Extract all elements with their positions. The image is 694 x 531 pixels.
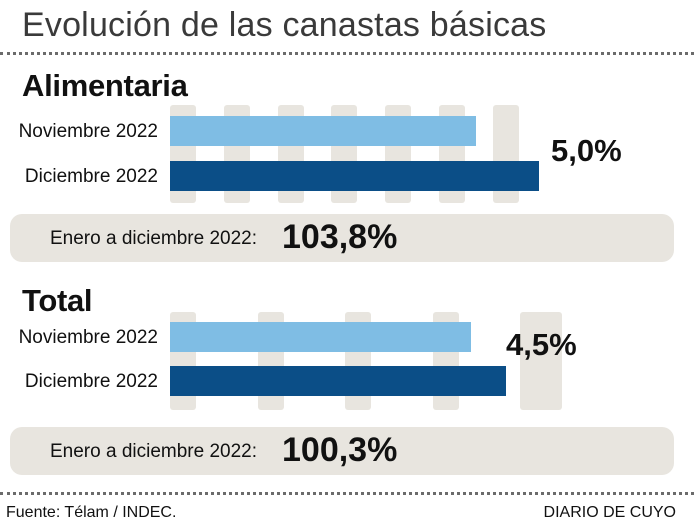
bar-alimentaria-diciembre [170,161,539,191]
bar-label-noviembre: Noviembre 2022 [18,121,158,142]
bar-label-diciembre: Diciembre 2022 [24,166,158,187]
chart-title: Evolución de las canastas básicas [22,6,547,44]
grid-column [520,312,562,410]
title-divider [0,52,694,55]
bar-alimentaria-noviembre [170,116,476,146]
summary-box-total: Enero a diciembre 2022: 100,3% [10,427,674,475]
footer-divider [0,492,694,495]
summary-box-alimentaria: Enero a diciembre 2022: 103,8% [10,214,674,262]
change-label-alimentaria: 5,0% [551,133,622,168]
section-title-total: Total [22,283,93,318]
change-label-total: 4,5% [506,327,577,362]
section-title-alimentaria: Alimentaria [22,68,188,103]
publisher-text: DIARIO DE CUYO [543,504,676,521]
summary-label-alimentaria: Enero a diciembre 2022: [50,228,258,249]
bar-total-diciembre [170,366,506,396]
summary-value-total: 100,3% [282,431,398,469]
bar-total-noviembre [170,322,471,352]
summary-value-alimentaria: 103,8% [282,218,398,256]
bar-label-diciembre: Diciembre 2022 [24,371,158,392]
summary-label-total: Enero a diciembre 2022: [50,441,258,462]
bar-label-noviembre: Noviembre 2022 [18,327,158,348]
source-text: Fuente: Télam / INDEC. [6,504,177,521]
